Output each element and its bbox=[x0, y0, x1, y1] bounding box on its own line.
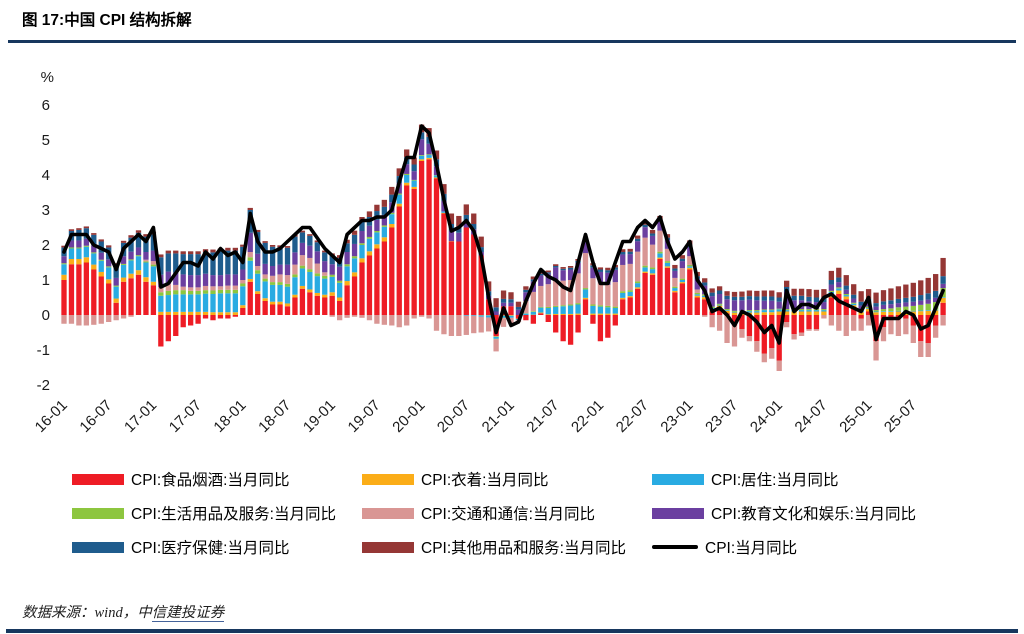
figure-title: 图 17:中国 CPI 结构拆解 bbox=[22, 12, 192, 29]
legend-label: CPI:居住:当月同比 bbox=[711, 472, 839, 489]
svg-text:21-07: 21-07 bbox=[523, 397, 562, 436]
legend-color-swatch bbox=[652, 473, 704, 485]
svg-text:25-01: 25-01 bbox=[836, 397, 875, 436]
svg-text:4: 4 bbox=[42, 167, 50, 184]
svg-text:25-07: 25-07 bbox=[881, 397, 920, 436]
svg-text:19-07: 19-07 bbox=[345, 397, 384, 436]
svg-text:6: 6 bbox=[42, 97, 50, 114]
svg-text:23-01: 23-01 bbox=[657, 397, 696, 436]
legend-color-swatch bbox=[72, 507, 124, 519]
svg-text:0: 0 bbox=[42, 307, 50, 324]
legend-label: CPI:交通和通信:当月同比 bbox=[421, 506, 595, 523]
svg-text:16-01: 16-01 bbox=[32, 397, 71, 436]
legend-line-swatch bbox=[652, 545, 698, 549]
svg-text:23-07: 23-07 bbox=[702, 397, 741, 436]
legend-label: CPI:生活用品及服务:当月同比 bbox=[131, 506, 336, 523]
x-axis-labels: 16-01 16-07 17-01 17-07 18-01 18-07 19-01 19-07… bbox=[32, 397, 920, 436]
svg-text:24-07: 24-07 bbox=[792, 397, 831, 436]
legend-item-5: CPI:教育文化和娱乐:当月同比 bbox=[652, 502, 1002, 524]
data-source-link[interactable]: 信建投证券 bbox=[151, 605, 225, 622]
legend-label: CPI:当月同比 bbox=[705, 540, 798, 557]
svg-text:1: 1 bbox=[42, 272, 50, 289]
y-axis-labels: % 6 5 4 3 2 1 0 -1 -2 bbox=[37, 69, 54, 394]
svg-text:%: % bbox=[41, 69, 54, 86]
svg-text:24-01: 24-01 bbox=[747, 397, 786, 436]
svg-text:-2: -2 bbox=[37, 377, 50, 394]
legend-label: CPI:医疗保健:当月同比 bbox=[131, 540, 290, 557]
cpi-chart-svg: % 6 5 4 3 2 1 0 -1 -2 16-01 16-07 17-01 17-07 18-01 18-… bbox=[32, 69, 946, 436]
cpi-yoy-line bbox=[62, 124, 945, 345]
legend-label: CPI:食品烟酒:当月同比 bbox=[131, 472, 290, 489]
bottom-divider bbox=[6, 629, 1018, 633]
legend-color-swatch bbox=[362, 473, 414, 485]
legend-label: CPI:教育文化和娱乐:当月同比 bbox=[711, 506, 916, 523]
legend-item-0: CPI:食品烟酒:当月同比 bbox=[72, 468, 362, 490]
svg-text:17-07: 17-07 bbox=[166, 397, 205, 436]
svg-text:5: 5 bbox=[42, 132, 50, 149]
legend-item-1: CPI:衣着:当月同比 bbox=[362, 468, 652, 490]
svg-text:22-01: 22-01 bbox=[568, 397, 607, 436]
svg-text:2: 2 bbox=[42, 237, 50, 254]
legend-item-4: CPI:交通和通信:当月同比 bbox=[362, 502, 652, 524]
data-source-note: 数据来源：wind，中信建投证券 bbox=[22, 601, 225, 622]
legend-item-3: CPI:生活用品及服务:当月同比 bbox=[72, 502, 362, 524]
svg-text:18-07: 18-07 bbox=[255, 397, 294, 436]
chart-legend: CPI:食品烟酒:当月同比 CPI:衣着:当月同比 CPI:居住:当月同比 CPI:生… bbox=[72, 468, 1002, 558]
legend-item-8: CPI:当月同比 bbox=[652, 536, 1002, 558]
legend-item-6: CPI:医疗保健:当月同比 bbox=[72, 536, 362, 558]
data-source-prefix: 数据来源：wind，中 bbox=[22, 605, 152, 621]
svg-text:22-07: 22-07 bbox=[613, 397, 652, 436]
legend-item-7: CPI:其他用品和服务:当月同比 bbox=[362, 536, 652, 558]
legend-color-swatch bbox=[72, 541, 124, 553]
legend-color-swatch bbox=[362, 507, 414, 519]
svg-text:20-07: 20-07 bbox=[434, 397, 473, 436]
stacked-bars bbox=[61, 124, 946, 371]
legend-label: CPI:其他用品和服务:当月同比 bbox=[421, 540, 626, 557]
legend-item-2: CPI:居住:当月同比 bbox=[652, 468, 1002, 490]
svg-text:3: 3 bbox=[42, 202, 50, 219]
svg-text:20-01: 20-01 bbox=[389, 397, 428, 436]
legend-color-swatch bbox=[362, 541, 414, 553]
svg-text:21-01: 21-01 bbox=[479, 397, 518, 436]
svg-text:19-01: 19-01 bbox=[300, 397, 339, 436]
legend-color-swatch bbox=[652, 507, 704, 519]
svg-text:17-01: 17-01 bbox=[121, 397, 160, 436]
svg-text:-1: -1 bbox=[37, 342, 50, 359]
svg-text:18-01: 18-01 bbox=[210, 397, 249, 436]
legend-label: CPI:衣着:当月同比 bbox=[421, 472, 549, 489]
svg-text:16-07: 16-07 bbox=[76, 397, 115, 436]
legend-color-swatch bbox=[72, 473, 124, 485]
top-divider bbox=[8, 40, 1016, 43]
